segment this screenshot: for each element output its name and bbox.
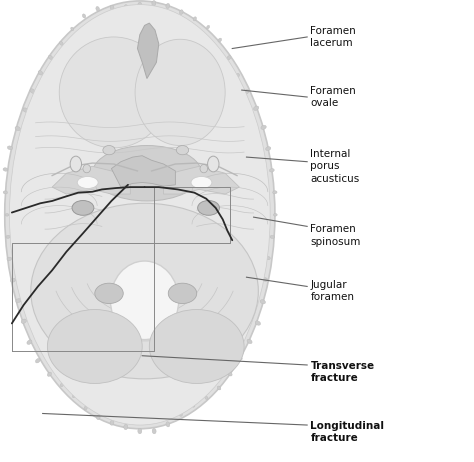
Ellipse shape bbox=[218, 38, 221, 42]
Ellipse shape bbox=[21, 319, 27, 323]
Text: Transverse
fracture: Transverse fracture bbox=[310, 361, 374, 383]
Ellipse shape bbox=[176, 146, 189, 155]
Ellipse shape bbox=[7, 257, 12, 261]
Ellipse shape bbox=[191, 176, 212, 188]
Ellipse shape bbox=[5, 1, 275, 429]
Ellipse shape bbox=[207, 25, 210, 29]
Ellipse shape bbox=[265, 147, 271, 151]
Text: Foramen
spinosum: Foramen spinosum bbox=[310, 225, 361, 247]
Ellipse shape bbox=[3, 191, 8, 194]
Ellipse shape bbox=[260, 300, 265, 304]
Ellipse shape bbox=[31, 203, 258, 379]
Ellipse shape bbox=[193, 17, 196, 21]
Ellipse shape bbox=[179, 412, 182, 416]
Ellipse shape bbox=[200, 164, 208, 173]
Ellipse shape bbox=[152, 0, 156, 6]
Ellipse shape bbox=[71, 27, 74, 30]
Ellipse shape bbox=[12, 7, 268, 423]
Ellipse shape bbox=[8, 146, 12, 150]
Ellipse shape bbox=[273, 191, 277, 194]
Ellipse shape bbox=[110, 261, 179, 340]
Ellipse shape bbox=[166, 422, 170, 427]
Ellipse shape bbox=[208, 156, 219, 172]
Ellipse shape bbox=[47, 372, 52, 377]
Ellipse shape bbox=[38, 71, 43, 75]
Ellipse shape bbox=[124, 424, 128, 430]
Ellipse shape bbox=[60, 383, 64, 387]
Ellipse shape bbox=[263, 278, 268, 281]
Ellipse shape bbox=[3, 168, 8, 171]
Text: Foramen
lacerum: Foramen lacerum bbox=[310, 26, 356, 48]
Ellipse shape bbox=[10, 278, 16, 282]
Ellipse shape bbox=[92, 146, 201, 201]
Ellipse shape bbox=[95, 283, 123, 304]
Ellipse shape bbox=[265, 256, 270, 260]
Ellipse shape bbox=[247, 339, 252, 344]
Ellipse shape bbox=[97, 415, 100, 419]
Ellipse shape bbox=[166, 3, 170, 9]
Ellipse shape bbox=[110, 420, 114, 425]
Ellipse shape bbox=[16, 298, 21, 303]
Ellipse shape bbox=[6, 235, 10, 238]
Ellipse shape bbox=[36, 359, 40, 363]
Ellipse shape bbox=[83, 164, 91, 173]
Ellipse shape bbox=[168, 283, 197, 304]
Ellipse shape bbox=[255, 321, 261, 325]
Ellipse shape bbox=[235, 73, 239, 78]
Ellipse shape bbox=[149, 310, 244, 383]
Ellipse shape bbox=[228, 372, 232, 376]
Ellipse shape bbox=[77, 176, 98, 188]
Ellipse shape bbox=[9, 5, 270, 425]
Ellipse shape bbox=[82, 14, 86, 18]
Ellipse shape bbox=[198, 201, 219, 215]
Ellipse shape bbox=[73, 394, 75, 398]
Ellipse shape bbox=[227, 55, 231, 60]
Ellipse shape bbox=[273, 213, 277, 216]
Ellipse shape bbox=[124, 5, 128, 10]
Polygon shape bbox=[164, 166, 239, 194]
Ellipse shape bbox=[5, 213, 9, 216]
Ellipse shape bbox=[205, 396, 208, 400]
Ellipse shape bbox=[60, 42, 63, 45]
Ellipse shape bbox=[110, 5, 114, 10]
Ellipse shape bbox=[30, 89, 35, 93]
Ellipse shape bbox=[96, 6, 100, 11]
Ellipse shape bbox=[269, 169, 274, 172]
Polygon shape bbox=[111, 156, 175, 187]
Text: Foramen
ovale: Foramen ovale bbox=[310, 86, 356, 108]
Ellipse shape bbox=[27, 340, 32, 344]
Ellipse shape bbox=[70, 156, 82, 172]
Ellipse shape bbox=[191, 403, 195, 407]
Ellipse shape bbox=[217, 386, 221, 390]
Ellipse shape bbox=[23, 108, 28, 112]
Ellipse shape bbox=[103, 146, 115, 155]
Ellipse shape bbox=[244, 90, 249, 94]
Ellipse shape bbox=[47, 310, 142, 383]
Ellipse shape bbox=[135, 39, 225, 146]
Ellipse shape bbox=[59, 37, 168, 148]
Polygon shape bbox=[52, 166, 130, 194]
Text: Longitudinal
fracture: Longitudinal fracture bbox=[310, 421, 384, 443]
Ellipse shape bbox=[180, 10, 183, 14]
Ellipse shape bbox=[138, 428, 142, 434]
Ellipse shape bbox=[138, 2, 142, 8]
Ellipse shape bbox=[237, 356, 242, 360]
Polygon shape bbox=[137, 23, 159, 79]
Ellipse shape bbox=[15, 127, 20, 131]
Ellipse shape bbox=[254, 106, 259, 110]
Ellipse shape bbox=[270, 236, 274, 238]
Ellipse shape bbox=[261, 125, 266, 129]
Ellipse shape bbox=[84, 406, 87, 410]
Ellipse shape bbox=[152, 428, 156, 434]
Ellipse shape bbox=[72, 201, 94, 215]
Ellipse shape bbox=[48, 55, 53, 60]
Text: Jugular
foramen: Jugular foramen bbox=[310, 280, 355, 302]
Text: Internal
porus
acusticus: Internal porus acusticus bbox=[310, 149, 360, 184]
